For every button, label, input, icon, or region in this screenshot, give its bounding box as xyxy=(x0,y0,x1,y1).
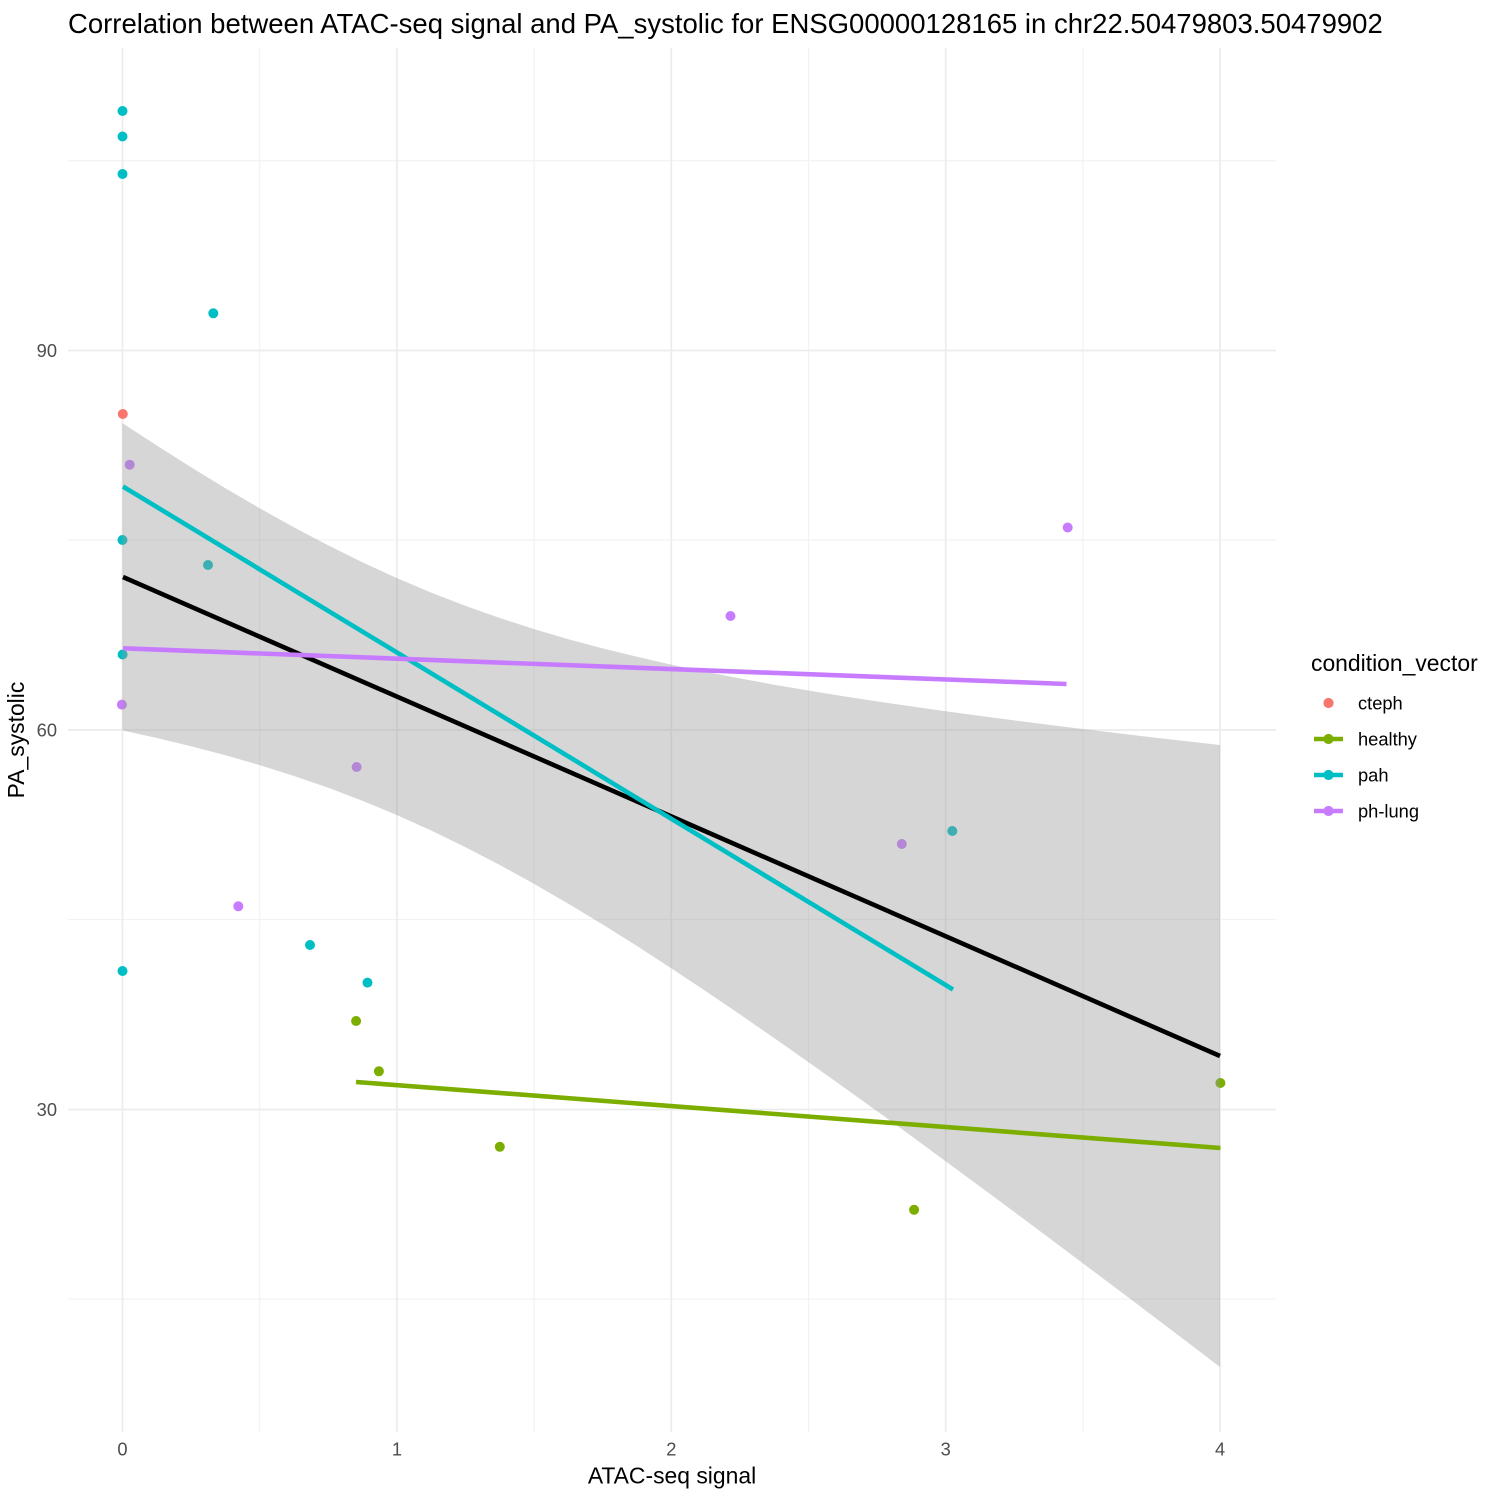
svg-text:0: 0 xyxy=(117,1439,127,1460)
svg-text:PA_systolic: PA_systolic xyxy=(3,682,29,799)
svg-text:90: 90 xyxy=(37,340,57,361)
svg-text:1: 1 xyxy=(392,1439,402,1460)
svg-text:pah: pah xyxy=(1358,765,1389,786)
svg-text:ph-lung: ph-lung xyxy=(1358,801,1419,822)
svg-text:healthy: healthy xyxy=(1358,729,1418,750)
svg-text:4: 4 xyxy=(1215,1439,1225,1460)
svg-text:condition_vector: condition_vector xyxy=(1311,650,1478,676)
svg-text:30: 30 xyxy=(37,1099,57,1120)
svg-text:3: 3 xyxy=(941,1439,951,1460)
svg-text:60: 60 xyxy=(37,720,57,741)
svg-text:2: 2 xyxy=(666,1439,676,1460)
svg-text:cteph: cteph xyxy=(1358,693,1403,714)
svg-text:Correlation between ATAC-seq s: Correlation between ATAC-seq signal and … xyxy=(68,8,1383,39)
svg-text:ATAC-seq signal: ATAC-seq signal xyxy=(588,1463,756,1489)
